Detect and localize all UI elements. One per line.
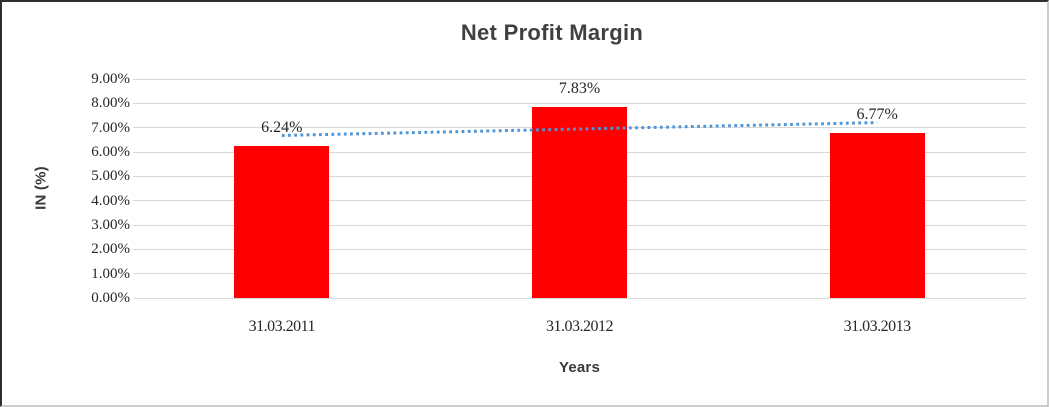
- y-tick-label: 5.00%: [91, 168, 130, 185]
- y-tick-label: 3.00%: [91, 217, 130, 233]
- gridline: [133, 297, 1026, 299]
- x-axis-title: Years: [558, 359, 601, 376]
- bar-31.03.2011: [234, 146, 330, 298]
- bar-31.03.2012: [532, 107, 627, 298]
- y-tick-label: 2.00%: [91, 241, 130, 258]
- data-label: 6.77%: [856, 106, 898, 124]
- data-label: 7.83%: [558, 80, 601, 98]
- data-label: 6.24%: [261, 119, 303, 137]
- chart-title: Net Profit Margin: [460, 20, 644, 45]
- y-tick-label: 6.00%: [91, 144, 130, 160]
- x-tick-label: 31.03.2013: [843, 318, 912, 335]
- y-tick-label: 7.00%: [91, 119, 130, 136]
- trendline-path: [281, 121, 878, 137]
- trendline: [281, 121, 878, 137]
- x-tick-label: 31.03.2011: [248, 318, 316, 335]
- y-tick-label: 8.00%: [91, 95, 130, 112]
- y-tick-label: 0.00%: [91, 290, 130, 306]
- gridline: [133, 78, 1026, 80]
- x-tick-label: 31.03.2012: [546, 318, 614, 335]
- gridline: [133, 102, 1026, 104]
- bar-31.03.2013: [829, 133, 925, 298]
- y-tick-label: 1.00%: [91, 265, 130, 282]
- y-tick-label: 9.00%: [91, 71, 130, 87]
- y-tick-label: 4.00%: [91, 192, 130, 209]
- plot-area: [133, 78, 1026, 299]
